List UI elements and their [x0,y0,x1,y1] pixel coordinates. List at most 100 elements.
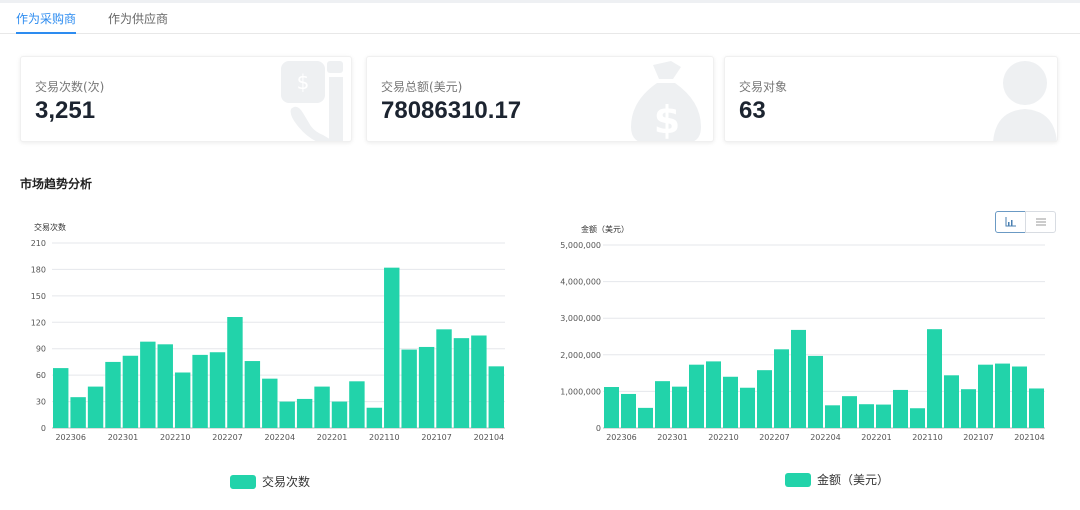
bar [740,387,755,428]
x-tick-label: 202107 [963,433,994,442]
role-tabs: 作为采购商 作为供应商 [0,3,1080,34]
view-toggle [995,211,1057,233]
transaction-count-chart-panel: 交易次数 0 30 60 90 120 150 180 210 202306 202301 20221… [0,205,530,505]
bar [842,396,857,428]
bar-chart-icon [1005,217,1016,227]
bar [384,267,400,428]
card-label: 交易次数(次) [35,80,105,94]
bar [876,404,891,428]
x-tick-label: 202301 [108,433,139,442]
card-value: 78086310.17 [381,97,522,124]
bar [244,361,261,428]
bar [1012,366,1027,428]
x-tick-label: 202107 [421,433,452,442]
transaction-count-chart: 交易次数 0 30 60 90 120 150 180 210 202306 202301 20221… [31,222,505,489]
bar [105,361,121,428]
y-tick-label: 30 [36,398,46,407]
x-tick-label: 202104 [474,433,505,442]
card-value: 3,251 [35,97,96,124]
x-tick-label: 202104 [1014,433,1045,442]
y-tick-label: 210 [31,239,46,248]
bar [227,317,243,428]
money-bag-icon: $ [631,61,701,142]
y-tick-label: 180 [31,265,46,274]
bar [122,355,139,428]
bar [314,386,330,428]
bar [436,329,452,428]
x-tick-label: 202110 [912,433,943,442]
y-tick-label: 3,000,000 [560,314,601,323]
bar [488,366,504,428]
card-label: 交易对象 [739,80,788,94]
bar [723,376,738,428]
svg-text:$: $ [654,98,680,142]
list-icon [1035,218,1046,226]
legend-swatch [785,473,811,487]
bar [349,381,365,428]
bar [638,407,653,428]
bar [1029,388,1044,428]
x-tick-label: 202204 [810,433,841,442]
x-tick-label: 202210 [708,433,739,442]
svg-text:$: $ [297,70,310,94]
amount-chart-panel: 金额（美元） 0 1,000,000 2,000,000 3,000,000 4,000,… [545,205,1070,505]
bar [825,405,840,428]
bar [471,335,487,428]
bar [70,397,86,428]
legend-swatch [230,475,256,489]
bar [910,408,925,428]
bar [279,401,295,428]
bar [859,404,874,428]
legend-label: 金额（美元） [817,472,889,487]
bar [944,375,959,428]
x-tick-label: 202306 [606,433,637,442]
x-tick-label: 202201 [317,433,348,442]
bar [961,389,976,428]
card-value: 63 [739,97,766,124]
bar [262,378,278,428]
y-tick-label: 120 [31,318,46,327]
bar [174,372,191,428]
y-axis-label: 交易次数 [34,222,66,232]
bar [418,346,435,428]
y-tick-label: 5,000,000 [560,241,601,250]
bar [157,344,173,428]
bar [192,354,208,428]
top-strip [0,0,1080,3]
y-tick-label: 1,000,000 [560,387,601,396]
bar [927,329,942,428]
bar [604,387,619,428]
y-tick-label: 4,000,000 [560,278,601,287]
bar [87,386,104,428]
phone-dollar-icon: $ [281,61,343,141]
bar [296,398,313,428]
bar [893,389,908,428]
bar [366,407,383,428]
card-label: 交易总额(美元) [381,80,463,94]
tab-as-supplier[interactable]: 作为供应商 [108,12,169,26]
bar [53,368,69,428]
bar [995,363,1010,428]
bar [331,401,348,428]
trading-partners-card: 交易对象 63 [724,56,1058,142]
bar [621,393,636,428]
tab-as-buyer[interactable]: 作为采购商 [16,10,77,34]
y-tick-label: 150 [31,292,46,301]
y-tick-label: 2,000,000 [560,351,601,360]
bar [689,364,704,428]
y-tick-label: 0 [596,424,601,433]
y-tick-label: 0 [41,424,46,433]
amount-chart: 金额（美元） 0 1,000,000 2,000,000 3,000,000 4,000,… [560,224,1045,487]
bar [672,386,687,428]
section-title: 市场趋势分析 [20,177,93,191]
list-view-button[interactable] [1025,211,1056,233]
bar [140,341,156,428]
bar [791,329,806,428]
x-tick-label: 202204 [265,433,296,442]
bar [757,370,772,428]
transaction-count-card: 交易次数(次) 3,251 $ [20,56,352,142]
x-tick-label: 202201 [861,433,892,442]
y-axis-label: 金额（美元） [581,224,629,234]
x-tick-label: 202301 [657,433,688,442]
